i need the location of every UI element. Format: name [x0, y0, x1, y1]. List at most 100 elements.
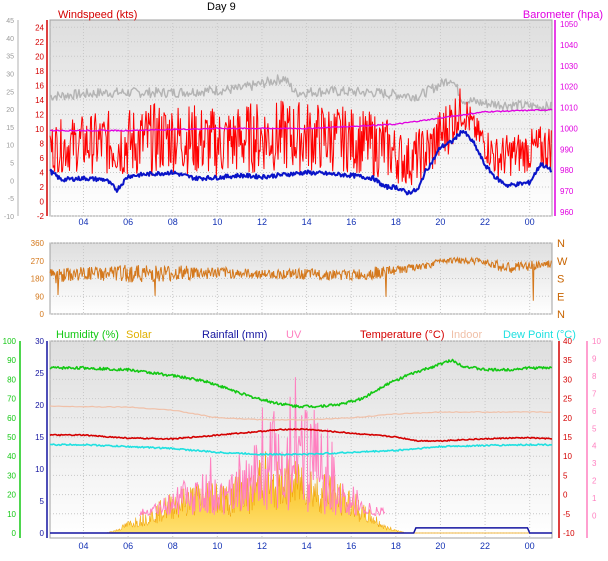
- direction-tick-label: 360: [31, 239, 45, 248]
- temp-tick-label: 0: [563, 491, 568, 500]
- rain-tick-label: 25: [35, 369, 44, 378]
- outer-tick-label: 45: [6, 18, 14, 25]
- humidity-tick-label: 30: [7, 471, 16, 480]
- time-tick-label: 00: [525, 541, 535, 551]
- baro-tick-label: 970: [560, 187, 574, 196]
- gust-level-line: [49, 74, 553, 113]
- outer-tick-label: 0: [10, 178, 14, 185]
- outer-tick-label: 5: [10, 161, 14, 168]
- humidity-series: [49, 358, 553, 409]
- direction-tick-label: 90: [35, 292, 44, 301]
- temp-tick-label: 15: [563, 433, 572, 442]
- indoor-series: [49, 405, 553, 421]
- rain-tick-label: 30: [35, 337, 44, 346]
- humidity-tick-label: 40: [7, 452, 16, 461]
- uv-tick-label: 0: [592, 512, 597, 521]
- time-tick-label: 06: [123, 217, 133, 227]
- time-tick-label: 08: [168, 217, 178, 227]
- time-tick-label: 06: [123, 541, 133, 551]
- outer-tick-label: -5: [8, 196, 14, 203]
- wind-tick-label: -2: [37, 212, 45, 221]
- dewpoint-series: [49, 443, 553, 456]
- outer-tick-label: 15: [6, 125, 14, 132]
- baro-tick-label: 1030: [560, 62, 578, 71]
- time-tick-label: 14: [302, 217, 312, 227]
- avg-wind-series: [49, 129, 553, 196]
- legend-rainfall: Rainfall (mm): [202, 329, 267, 341]
- wind-tick-label: 16: [35, 81, 44, 90]
- baro-tick-label: 1050: [560, 20, 578, 29]
- temperature-series: [49, 427, 553, 443]
- time-tick-label: 04: [78, 541, 88, 551]
- baro-tick-label: 990: [560, 145, 574, 154]
- compass-label: S: [557, 274, 564, 286]
- time-tick-label: 22: [480, 541, 490, 551]
- rain-tick-label: 10: [35, 465, 44, 474]
- wind-tick-label: 0: [40, 197, 45, 206]
- compass-label: N: [557, 309, 565, 321]
- temp-tick-label: 10: [563, 452, 572, 461]
- time-tick-label: 10: [212, 541, 222, 551]
- outer-tick-label: -10: [4, 214, 14, 221]
- time-tick-label: 12: [257, 541, 267, 551]
- time-tick-label: 00: [525, 217, 535, 227]
- wind-tick-label: 6: [40, 154, 45, 163]
- humidity-tick-label: 90: [7, 356, 16, 365]
- solar-series: [50, 451, 552, 534]
- wind-title: Windspeed (kts): [58, 9, 137, 21]
- uv-tick-label: 5: [592, 424, 597, 433]
- baro-tick-label: 1000: [560, 124, 578, 133]
- wind-tick-label: 22: [35, 38, 44, 47]
- time-tick-label: 18: [391, 541, 401, 551]
- compass-label: N: [557, 238, 565, 250]
- temp-tick-label: 20: [563, 414, 572, 423]
- chart-marks: [49, 74, 553, 534]
- uv-tick-label: 4: [592, 442, 597, 451]
- wind-direction-series: [49, 256, 552, 301]
- uv-tick-label: 10: [592, 337, 601, 346]
- wind-tick-label: 8: [40, 139, 45, 148]
- uv-tick-label: 9: [592, 354, 597, 363]
- time-tick-label: 16: [346, 217, 356, 227]
- rainfall-series: [50, 527, 552, 534]
- temp-tick-label: 5: [563, 471, 568, 480]
- rain-tick-label: 0: [40, 529, 45, 538]
- humidity-tick-label: 60: [7, 414, 16, 423]
- temp-tick-label: 40: [563, 337, 572, 346]
- time-tick-label: 20: [435, 541, 445, 551]
- time-tick-label: 16: [346, 541, 356, 551]
- humidity-tick-label: 50: [7, 433, 16, 442]
- baro-tick-label: 1010: [560, 104, 578, 113]
- rain-tick-label: 5: [40, 497, 45, 506]
- wind-tick-label: 14: [35, 96, 44, 105]
- uv-tick-label: 8: [592, 372, 597, 381]
- time-tick-label: 10: [212, 217, 222, 227]
- wind-tick-label: 2: [40, 183, 45, 192]
- outer-tick-label: 25: [6, 89, 14, 96]
- legend-indoor: Indoor: [451, 329, 483, 341]
- baro-tick-label: 960: [560, 208, 574, 217]
- uv-tick-label: 6: [592, 407, 597, 416]
- time-tick-label: 08: [168, 541, 178, 551]
- humidity-tick-label: 20: [7, 491, 16, 500]
- rain-tick-label: 20: [35, 401, 44, 410]
- uv-tick-label: 3: [592, 459, 597, 468]
- time-tick-label: 04: [78, 217, 88, 227]
- humidity-tick-label: 0: [12, 529, 17, 538]
- legend-humidity: Humidity (%): [56, 329, 119, 341]
- legend-uv: UV: [286, 329, 302, 341]
- day-label: Day 9: [207, 1, 236, 13]
- legend-dewpoint: Dew Point (°C): [503, 329, 576, 341]
- wind-tick-label: 4: [40, 168, 45, 177]
- legend-temperature: Temperature (°C): [360, 329, 444, 341]
- humidity-tick-label: 100: [3, 337, 17, 346]
- humidity-tick-label: 80: [7, 375, 16, 384]
- uv-tick-label: 1: [592, 494, 597, 503]
- uv-tick-label: 7: [592, 389, 597, 398]
- outer-tick-label: 30: [6, 71, 14, 78]
- baro-tick-label: 1020: [560, 83, 578, 92]
- compass-label: W: [557, 256, 568, 268]
- wind-tick-label: 24: [35, 23, 44, 32]
- temp-tick-label: -5: [563, 510, 571, 519]
- wind-tick-label: 12: [35, 110, 44, 119]
